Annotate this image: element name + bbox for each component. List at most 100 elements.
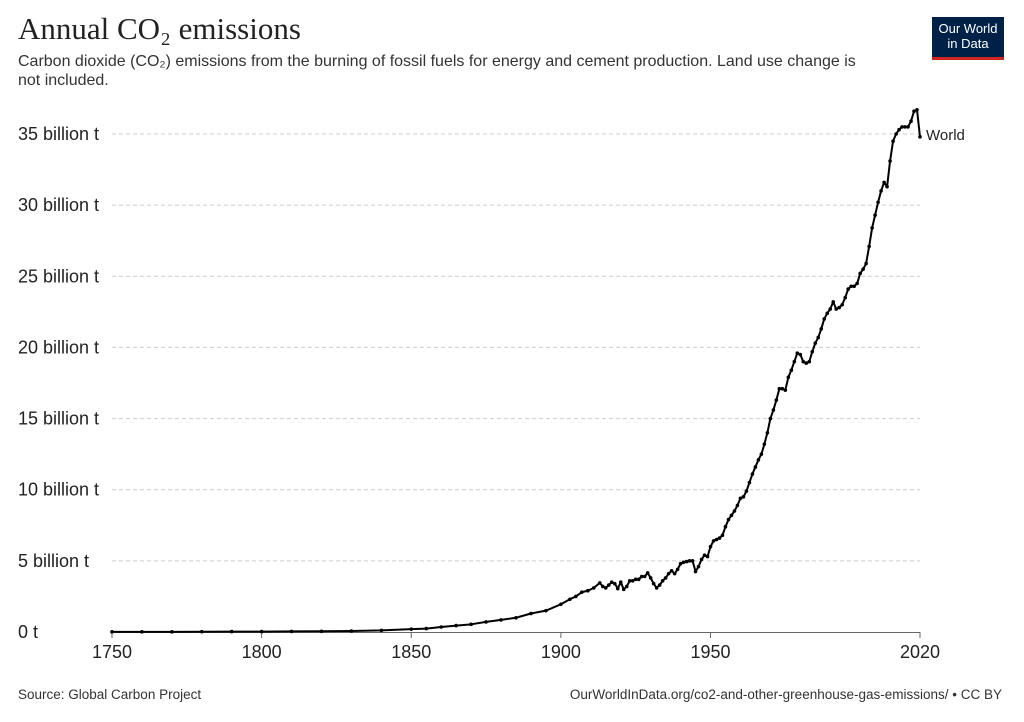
data-point[interactable] — [762, 442, 767, 446]
data-point[interactable] — [544, 608, 548, 613]
data-point[interactable] — [888, 159, 892, 163]
data-point[interactable] — [681, 560, 686, 565]
data-point[interactable] — [379, 628, 384, 633]
data-point[interactable] — [885, 184, 889, 189]
data-point[interactable] — [663, 576, 668, 580]
data-point[interactable] — [726, 517, 731, 522]
data-point[interactable] — [894, 132, 898, 136]
data-point[interactable] — [469, 622, 473, 627]
data-point[interactable] — [792, 359, 797, 364]
data-point[interactable] — [909, 119, 913, 123]
data-point[interactable] — [717, 536, 722, 540]
data-point[interactable] — [669, 569, 674, 573]
data-point[interactable] — [627, 578, 632, 583]
data-point[interactable] — [687, 559, 692, 563]
data-point[interactable] — [753, 465, 758, 469]
data-point[interactable] — [349, 629, 354, 633]
data-point[interactable] — [684, 559, 689, 564]
data-point[interactable] — [732, 509, 737, 513]
data-point[interactable] — [813, 341, 818, 345]
data-point[interactable] — [484, 620, 488, 624]
data-point[interactable] — [606, 583, 611, 587]
data-point[interactable] — [747, 480, 752, 485]
data-point[interactable] — [711, 539, 716, 543]
data-point[interactable] — [140, 630, 144, 634]
data-point[interactable] — [903, 125, 907, 129]
data-point[interactable] — [750, 472, 755, 476]
data-point[interactable] — [654, 586, 659, 590]
data-point[interactable] — [454, 623, 458, 628]
data-point[interactable] — [586, 588, 590, 593]
data-point[interactable] — [891, 139, 895, 143]
data-point[interactable] — [603, 586, 608, 590]
data-point[interactable] — [714, 537, 719, 542]
data-point[interactable] — [439, 625, 443, 629]
data-point[interactable] — [840, 302, 844, 307]
data-point[interactable] — [615, 586, 620, 591]
data-point[interactable] — [409, 627, 414, 631]
data-point[interactable] — [666, 571, 671, 576]
data-point[interactable] — [568, 597, 572, 602]
data-point[interactable] — [630, 578, 635, 583]
data-point[interactable] — [699, 557, 704, 562]
data-point[interactable] — [580, 590, 584, 594]
data-point[interactable] — [870, 226, 874, 230]
data-point[interactable] — [825, 311, 830, 316]
data-point[interactable] — [783, 388, 788, 392]
data-point[interactable] — [738, 496, 743, 501]
data-point[interactable] — [834, 307, 839, 311]
data-point[interactable] — [810, 349, 815, 354]
data-point[interactable] — [864, 261, 868, 266]
data-point[interactable] — [708, 544, 713, 549]
data-point[interactable] — [852, 284, 856, 289]
data-point[interactable] — [876, 200, 880, 205]
data-point[interactable] — [499, 618, 503, 622]
data-point[interactable] — [170, 630, 174, 634]
data-point[interactable] — [882, 180, 886, 185]
data-point[interactable] — [849, 284, 853, 289]
data-point[interactable] — [816, 335, 821, 340]
data-point[interactable] — [837, 305, 841, 310]
data-point[interactable] — [774, 398, 779, 402]
data-point[interactable] — [424, 626, 429, 631]
data-point[interactable] — [831, 300, 836, 304]
data-point[interactable] — [633, 577, 638, 582]
data-point[interactable] — [229, 629, 234, 634]
data-point[interactable] — [705, 554, 710, 559]
data-point[interactable] — [906, 125, 910, 129]
data-point[interactable] — [915, 108, 919, 112]
data-point[interactable] — [858, 271, 862, 276]
data-point[interactable] — [639, 574, 644, 579]
data-point[interactable] — [597, 581, 602, 585]
data-point[interactable] — [529, 611, 533, 616]
data-point[interactable] — [768, 416, 773, 421]
data-point[interactable] — [729, 513, 734, 518]
data-point[interactable] — [600, 584, 605, 589]
data-point[interactable] — [771, 408, 776, 412]
owid-logo[interactable]: Our World in Data — [932, 17, 1004, 60]
data-point[interactable] — [807, 359, 812, 364]
data-point[interactable] — [846, 287, 850, 291]
data-point[interactable] — [798, 352, 803, 357]
data-point[interactable] — [642, 574, 647, 579]
data-point[interactable] — [624, 584, 629, 589]
data-point[interactable] — [657, 583, 662, 587]
data-point[interactable] — [786, 375, 791, 380]
data-point[interactable] — [678, 561, 683, 566]
data-point[interactable] — [289, 629, 294, 634]
data-point[interactable] — [912, 109, 916, 114]
data-point[interactable] — [648, 576, 653, 580]
data-point[interactable] — [819, 327, 824, 331]
data-point[interactable] — [621, 587, 626, 592]
data-point[interactable] — [741, 495, 746, 499]
data-point[interactable] — [804, 361, 809, 365]
data-point[interactable] — [759, 452, 764, 456]
data-point[interactable] — [559, 602, 563, 607]
data-point[interactable] — [612, 581, 617, 586]
data-point[interactable] — [259, 629, 264, 634]
data-point[interactable] — [574, 594, 578, 599]
data-point[interactable] — [795, 351, 800, 355]
data-point[interactable] — [592, 586, 596, 590]
data-point[interactable] — [696, 564, 701, 569]
data-point[interactable] — [897, 127, 901, 132]
